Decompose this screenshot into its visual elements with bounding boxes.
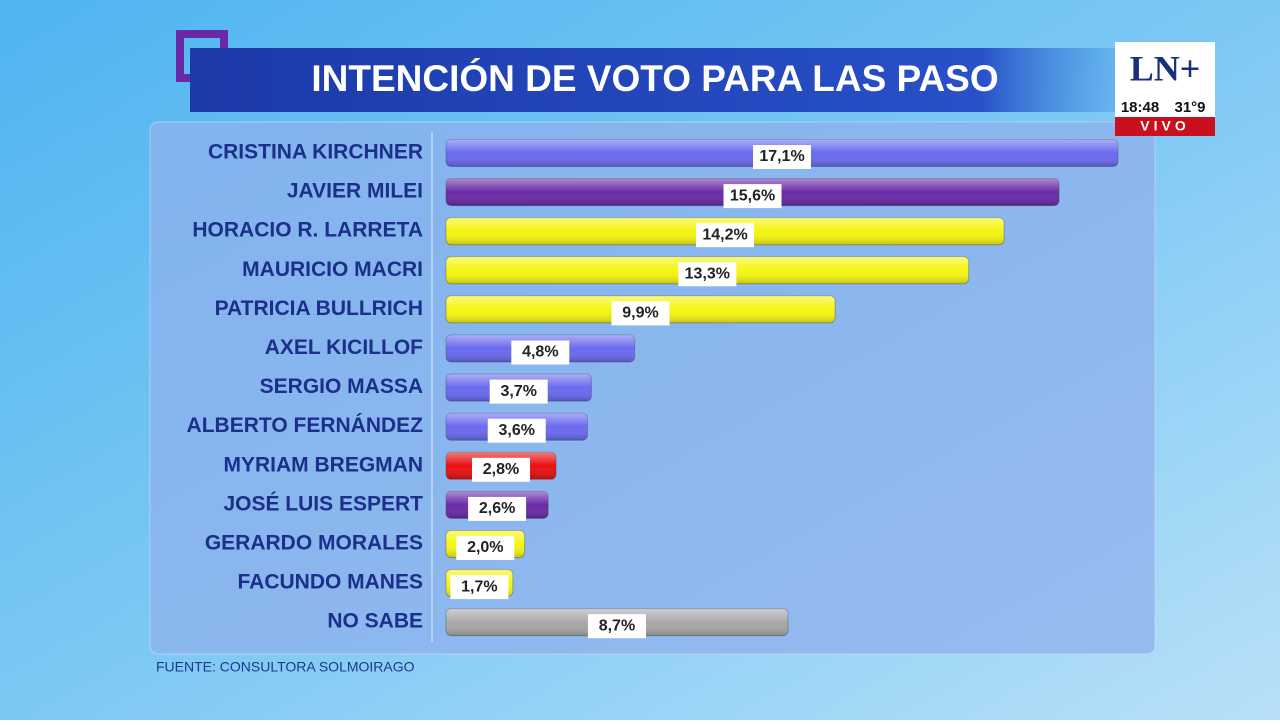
- title-banner: [190, 48, 1120, 112]
- value-label-box: [487, 418, 546, 443]
- value-label: 9,9%: [622, 305, 658, 322]
- value-label: 2,6%: [479, 500, 515, 517]
- category-label: PATRICIA BULLRICH: [215, 297, 423, 320]
- value-label: 2,0%: [467, 539, 503, 556]
- category-label: JOSÉ LUIS ESPERT: [223, 492, 423, 515]
- logo: LN+: [1130, 48, 1201, 88]
- channel-logo: LN+ 18:48 31°9 VIVO: [1115, 42, 1215, 136]
- value-label-box: [511, 340, 570, 365]
- value-label: 4,8%: [522, 344, 558, 361]
- source: FUENTE: CONSULTORA SOLMOIRAGO: [156, 659, 415, 675]
- value-label: 13,3%: [685, 266, 730, 283]
- chart-title: INTENCIÓN DE VOTO PARA LAS PASO: [311, 57, 998, 99]
- category-label: MAURICIO MACRI: [242, 258, 423, 281]
- category-label: MYRIAM BREGMAN: [224, 453, 424, 476]
- value-label: 2,8%: [483, 461, 519, 478]
- category-label: SERGIO MASSA: [260, 375, 423, 398]
- live: VIVO: [1140, 118, 1189, 134]
- category-label: ALBERTO FERNÁNDEZ: [187, 414, 424, 437]
- value-label-box: [456, 536, 515, 560]
- time: 18:48: [1121, 99, 1159, 116]
- value-label-box: [723, 184, 782, 209]
- value-label-box: [696, 223, 755, 248]
- value-label: 1,7%: [461, 578, 497, 595]
- value-label: 17,1%: [759, 148, 804, 165]
- category-label: FACUNDO MANES: [237, 571, 423, 594]
- value-label: 14,2%: [702, 226, 747, 243]
- value-label-box: [468, 496, 527, 521]
- value-label-box: [753, 145, 811, 169]
- temperature: 31°9: [1174, 99, 1205, 116]
- category-label: HORACIO R. LARRETA: [192, 219, 423, 242]
- value-label: 8,7%: [599, 617, 635, 634]
- value-label-box: [611, 301, 670, 326]
- value-label: 3,6%: [499, 422, 535, 439]
- chart-panel: [149, 121, 1156, 655]
- category-label: JAVIER MILEI: [287, 180, 423, 203]
- value-label-box: [587, 614, 646, 639]
- category-label: CRISTINA KIRCHNER: [208, 141, 423, 164]
- category-label: NO SABE: [327, 610, 423, 633]
- logo-box: [1115, 42, 1215, 98]
- category-label: AXEL KICILLOF: [265, 336, 423, 359]
- value-label-box: [450, 575, 509, 600]
- value-label-box: [678, 262, 737, 287]
- value-label-box: [489, 379, 548, 404]
- value-label: 3,7%: [500, 383, 536, 400]
- category-label: GERARDO MORALES: [205, 532, 423, 555]
- value-label-box: [472, 457, 531, 482]
- value-label: 15,6%: [730, 187, 775, 204]
- clock-box: [1115, 98, 1215, 117]
- live-box: [1115, 117, 1215, 136]
